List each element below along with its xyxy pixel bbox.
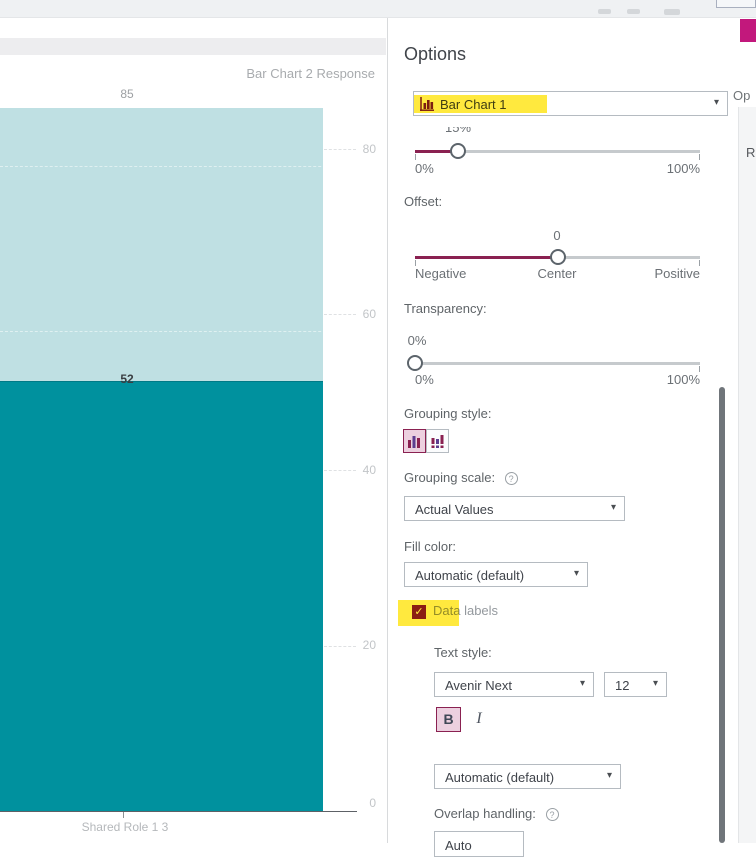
x-axis-tick <box>123 812 124 818</box>
transparency-max-label: 100% <box>666 372 700 387</box>
data-label-back-bar: 85 <box>120 87 134 101</box>
slider-handle[interactable] <box>549 249 566 265</box>
toolbar-icon[interactable] <box>664 9 680 15</box>
overlap-handling-label: Overlap handling: ? <box>434 806 559 822</box>
chart-response-label: Bar Chart 2 Response <box>246 66 375 81</box>
opacity-slider[interactable] <box>415 143 700 159</box>
bold-button[interactable]: B <box>436 707 461 732</box>
slider-handle[interactable] <box>449 143 466 159</box>
slider-end-tick <box>699 154 700 160</box>
fill-color-value: Automatic (default) <box>415 568 525 583</box>
transparency-label: Transparency: <box>404 301 487 316</box>
y-axis-tick-label: 80 <box>362 142 376 156</box>
chart-panel: Bar Chart 2 Response 85 52 80 60 40 20 0… <box>0 18 387 843</box>
toolbar-icon[interactable] <box>598 9 611 14</box>
slider-handle[interactable] <box>407 355 423 371</box>
x-axis-line <box>0 811 357 812</box>
offset-max-label: Positive <box>654 266 700 281</box>
offset-slider[interactable] <box>415 249 700 265</box>
overlap-handling-value: Auto <box>445 838 472 853</box>
grouping-style-label: Grouping style: <box>404 406 492 421</box>
fill-color-dropdown[interactable]: Automatic (default) ▾ <box>404 562 588 587</box>
label-color-dropdown[interactable]: Automatic (default) ▾ <box>434 764 621 789</box>
help-icon[interactable]: ? <box>504 472 518 486</box>
chevron-down-icon: ▾ <box>713 97 719 108</box>
offset-label: Offset: <box>404 194 443 209</box>
chevron-down-icon: ▾ <box>606 770 612 781</box>
toolbar-icon[interactable] <box>627 9 640 14</box>
grouping-style-button-group <box>403 429 449 453</box>
offset-min-label: Negative <box>415 266 467 281</box>
gridline <box>324 646 356 647</box>
chevron-down-icon: ▾ <box>610 502 616 513</box>
chevron-down-icon: ▾ <box>573 568 579 579</box>
data-labels-label: Data labels <box>433 603 499 618</box>
font-family-dropdown[interactable]: Avenir Next ▾ <box>434 672 594 697</box>
object-selector-value: Bar Chart 1 <box>440 97 507 112</box>
offset-mid-label: Center <box>537 266 577 281</box>
gridline <box>324 149 356 150</box>
grouping-scale-dropdown[interactable]: Actual Values ▾ <box>404 496 625 521</box>
gridline-overlay <box>0 331 356 332</box>
opacity-min-label: 0% <box>415 161 434 176</box>
opacity-slider-value: 15% <box>444 127 472 135</box>
bar-front[interactable] <box>0 380 323 811</box>
overlap-handling-label-text: Overlap handling: <box>434 806 536 821</box>
toolbar-dropdown-button[interactable] <box>716 0 756 8</box>
chart-header-band <box>0 38 386 55</box>
opacity-value-clip: 15% <box>430 127 486 141</box>
label-color-value: Automatic (default) <box>445 770 555 785</box>
y-axis-tick-label: 20 <box>362 638 376 652</box>
right-strip-roles-text: R <box>746 145 756 160</box>
gridline <box>324 470 356 471</box>
font-family-value: Avenir Next <box>445 678 512 693</box>
grouping-scale-value: Actual Values <box>415 502 494 517</box>
slider-fill <box>415 150 458 153</box>
grouping-scale-label-text: Grouping scale: <box>404 470 496 485</box>
offset-slider-value: 0 <box>553 228 561 243</box>
gridline <box>324 314 356 315</box>
opacity-max-label: 100% <box>666 161 700 176</box>
grouped-bars-icon <box>408 435 420 448</box>
y-axis-tick-label: 40 <box>362 463 376 477</box>
grouped-bars-button[interactable] <box>403 429 426 453</box>
italic-button[interactable]: I <box>476 710 482 727</box>
y-axis-tick-label: 0 <box>369 796 376 810</box>
chevron-down-icon: ▾ <box>579 678 585 689</box>
gridline-overlay <box>0 166 356 167</box>
font-size-dropdown[interactable]: 12 ▾ <box>604 672 667 697</box>
stacked-bars-button[interactable] <box>426 429 449 453</box>
slider-end-tick <box>415 260 416 266</box>
right-panel-strip <box>738 107 756 843</box>
x-axis-category-label: Shared Role 1 3 <box>81 820 169 834</box>
help-icon[interactable]: ? <box>545 808 559 822</box>
transparency-slider-value: 0% <box>407 333 427 348</box>
font-size-value: 12 <box>615 678 630 693</box>
slider-end-tick <box>699 366 700 372</box>
transparency-min-label: 0% <box>415 372 434 387</box>
data-labels-checkbox[interactable]: ✓ <box>412 605 426 619</box>
text-style-label: Text style: <box>434 645 492 660</box>
chevron-down-icon: ▾ <box>652 678 658 689</box>
y-axis-tick-label: 60 <box>362 307 376 321</box>
slider-fill <box>415 256 558 259</box>
overlap-handling-dropdown[interactable]: Auto <box>434 831 524 857</box>
scrollbar-thumb[interactable] <box>719 387 725 843</box>
top-toolbar <box>0 0 756 18</box>
bar-chart-icon <box>420 97 434 111</box>
magenta-accent-block <box>740 19 756 42</box>
slider-end-tick <box>415 154 416 160</box>
right-strip-options-text: Op <box>733 88 751 103</box>
object-selector-dropdown[interactable]: Bar Chart 1 ▾ <box>413 91 728 116</box>
stacked-bars-icon <box>431 434 444 448</box>
panel-divider <box>387 18 388 843</box>
data-label-front-bar: 52 <box>120 372 134 386</box>
slider-end-tick <box>699 260 700 266</box>
options-panel-title: Options <box>404 44 467 64</box>
grouping-scale-label: Grouping scale: ? <box>404 470 518 486</box>
fill-color-label: Fill color: <box>404 539 457 554</box>
transparency-slider[interactable] <box>407 355 700 371</box>
